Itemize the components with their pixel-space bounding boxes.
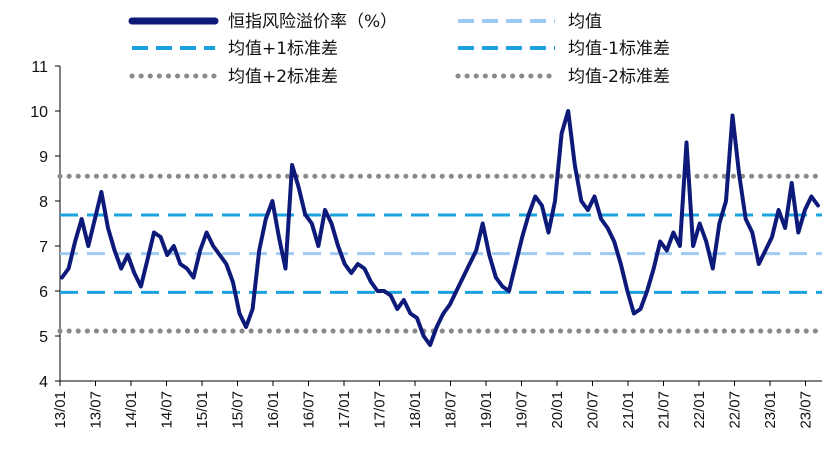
y-tick-label-4: 8 — [39, 194, 48, 211]
x-tick-label-18: 22/01 — [691, 391, 708, 429]
x-tick-label-16: 21/01 — [620, 391, 637, 429]
legend-label-0: 恒指风险溢价率（%） — [228, 12, 397, 32]
x-tick-label-8: 17/01 — [336, 391, 353, 429]
x-tick-label-11: 18/07 — [443, 391, 460, 429]
x-tick-label-19: 22/07 — [727, 391, 744, 429]
legend-label-4: 均值+2标准差 — [228, 67, 338, 87]
x-tick-label-7: 16/07 — [301, 391, 318, 429]
x-tick-label-2: 14/01 — [123, 391, 140, 429]
x-tick-label-10: 18/01 — [407, 391, 424, 429]
x-tick-label-17: 21/07 — [656, 391, 673, 429]
x-tick-label-5: 15/07 — [230, 391, 247, 429]
y-tick-label-2: 6 — [39, 284, 48, 301]
x-tick-label-21: 23/07 — [798, 391, 815, 429]
reference-lines — [57, 173, 825, 334]
x-tick-label-3: 14/07 — [159, 391, 176, 429]
x-tick-label-6: 16/01 — [265, 391, 282, 429]
legend-label-3: 均值-1标准差 — [568, 39, 670, 59]
y-tick-label-6: 10 — [30, 104, 48, 121]
x-tick-label-14: 20/01 — [549, 391, 566, 429]
x-tick-label-4: 15/01 — [194, 391, 211, 429]
y-tick-label-0: 4 — [39, 374, 48, 391]
y-tick-label-5: 9 — [39, 149, 48, 166]
x-tick-label-9: 17/07 — [372, 391, 389, 429]
x-tick-label-15: 20/07 — [585, 391, 602, 429]
main-series — [60, 109, 820, 347]
y-tick-label-7: 11 — [31, 59, 48, 76]
y-tick-label-3: 7 — [39, 239, 48, 256]
series-line-risk-premium — [60, 109, 820, 347]
x-tick-label-1: 13/07 — [88, 391, 105, 429]
x-tick-label-0: 13/01 — [52, 391, 69, 429]
legend-label-5: 均值-2标准差 — [568, 67, 670, 87]
x-axis: 13/01 13/07 14/01 14/07 15/01 15/07 16/01 16/07… — [52, 380, 822, 429]
legend-label-2: 均值+1标准差 — [228, 39, 338, 59]
x-tick-label-20: 23/01 — [762, 391, 779, 429]
y-axis: 4 5 6 7 8 9 10 11 — [30, 59, 61, 391]
x-tick-label-12: 19/01 — [478, 391, 495, 429]
legend-label-1: 均值 — [568, 12, 602, 32]
y-tick-label-1: 5 — [39, 329, 48, 346]
x-tick-label-13: 19/07 — [514, 391, 531, 429]
